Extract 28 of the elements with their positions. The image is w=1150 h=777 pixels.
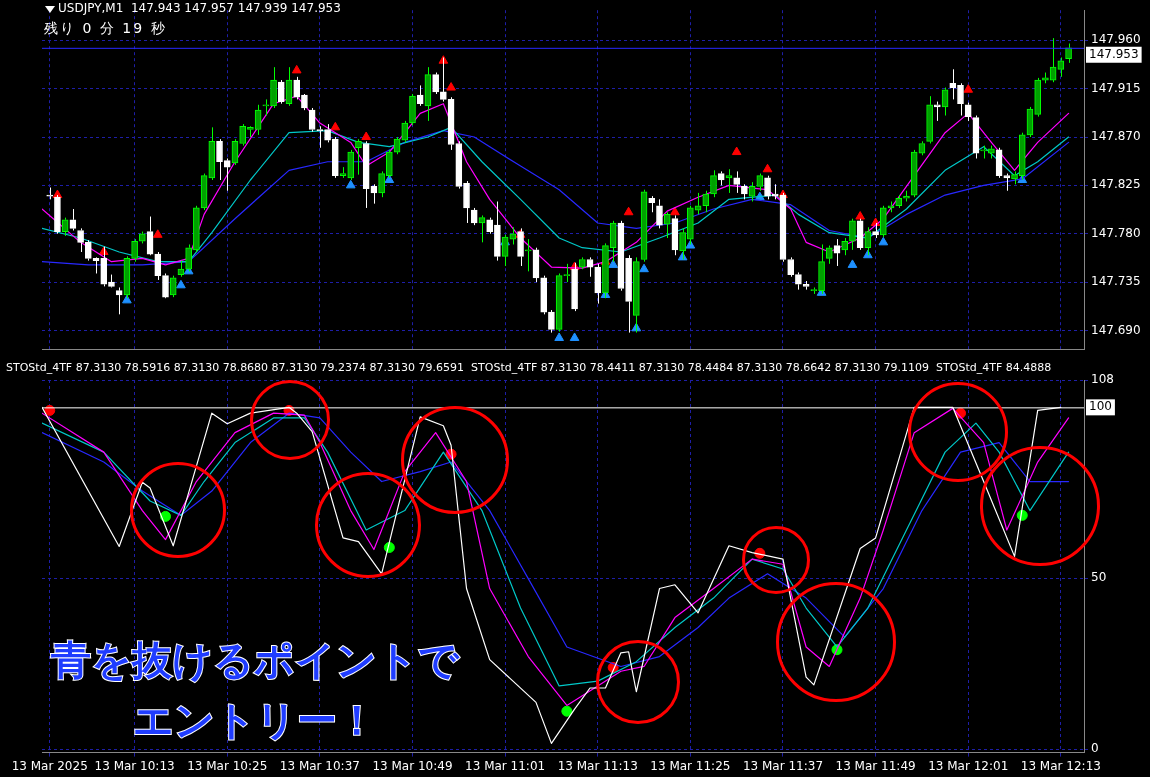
ref-line-label: 100 <box>1089 399 1112 414</box>
x-tick-label: 13 Mar 10:49 <box>372 758 453 773</box>
y-tick-label: 147.780 <box>1091 225 1141 240</box>
annotation: 青を抜けるポイントでエントリー！ <box>50 636 461 745</box>
y-tick-label: 50 <box>1091 570 1107 585</box>
x-tick-label: 13 Mar 10:13 <box>94 758 175 773</box>
chart-subtitle: STOStd_4TF 87.3130 78.5916 87.3130 78.8680 87.3130 79.2374 87.3130 79.6591 STOStd_4TF 87.3130 78.4411 87.3130 78.4484 87.3130 78.6642 87.3130 79.1109 STOStd_4TF 84.4888 <box>6 361 1052 375</box>
chart-title: USDJPY,M1 147.943 147.957 147.939 147.953 <box>58 1 341 16</box>
x-tick-label: 13 Mar 11:49 <box>835 758 916 773</box>
x-tick-label: 13 Mar 11:01 <box>465 758 546 773</box>
x-tick-label: 13 Mar 11:25 <box>650 758 731 773</box>
annotation: 残り 0 分 19 秒 <box>44 20 167 38</box>
y-tick-label: 147.870 <box>1091 129 1141 144</box>
y-tick-label: 108 <box>1091 372 1114 387</box>
x-tick-label: 13 Mar 12:01 <box>928 758 1009 773</box>
x-tick-label: 13 Mar 10:25 <box>187 758 268 773</box>
y-tick-label: 147.960 <box>1091 32 1141 47</box>
x-tick-label: 13 Mar 12:13 <box>1020 758 1101 773</box>
ref-line-label: 147.953 <box>1089 46 1139 61</box>
y-tick-label: 147.735 <box>1091 274 1141 289</box>
y-tick-label: 147.915 <box>1091 80 1141 95</box>
y-tick-label: 147.690 <box>1091 322 1141 337</box>
x-tick-label: 13 Mar 2025 <box>11 758 88 773</box>
x-tick-label: 13 Mar 11:13 <box>557 758 638 773</box>
x-tick-label: 13 Mar 11:37 <box>742 758 824 773</box>
x-tick-label: 13 Mar 10:37 <box>279 758 360 773</box>
y-tick-label: 147.825 <box>1091 177 1141 192</box>
y-tick-label: 0 <box>1091 741 1099 756</box>
